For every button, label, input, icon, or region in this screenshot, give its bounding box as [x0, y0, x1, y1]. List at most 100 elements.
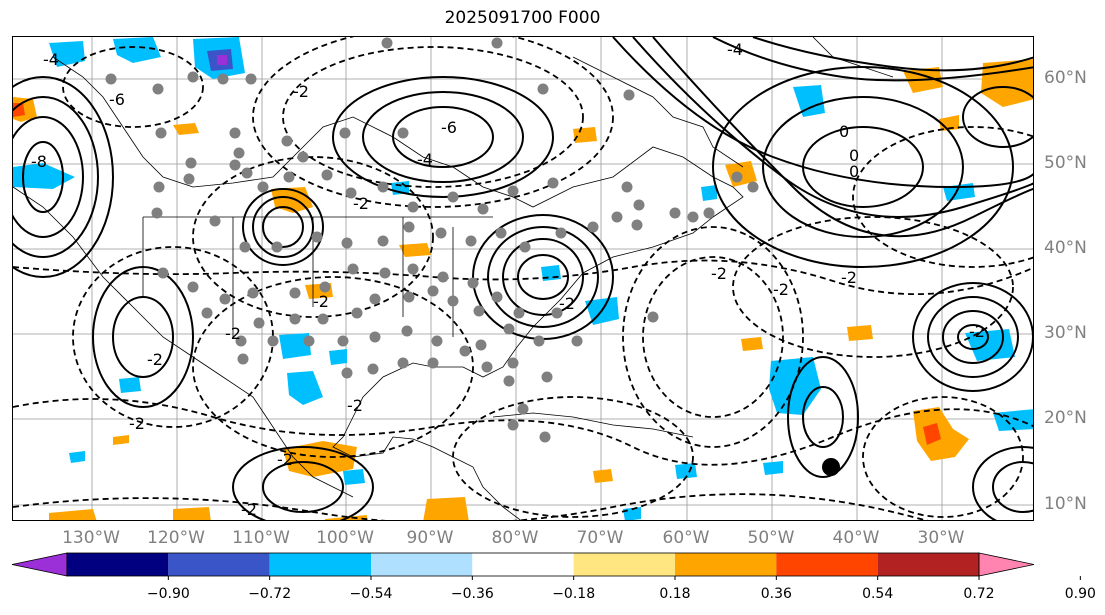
contour-label: 0: [839, 122, 849, 141]
colorbar-tick-label: 0.54: [862, 586, 894, 602]
colorbar-segment: [371, 553, 473, 576]
station-dot: [289, 287, 301, 299]
colorbar-segment: [877, 553, 979, 576]
map-canvas: -4-6-8-2-6-4-2-2-2-2-2-2-2-2-2-2 -2-2-200…: [13, 37, 1033, 520]
station-dot: [703, 207, 715, 219]
station-dot: [503, 323, 515, 335]
station-dot: [217, 73, 229, 85]
latitude-label: 50°N: [1044, 153, 1087, 173]
station-dot: [435, 227, 447, 239]
station-dot: [187, 281, 199, 293]
contour-label: -2: [347, 396, 363, 415]
contour-label: -2: [277, 450, 293, 469]
station-dot: [447, 191, 459, 203]
negative-patch: [119, 377, 141, 393]
station-dot: [403, 291, 415, 303]
map-title: 2025091700 F000: [444, 8, 601, 28]
contour-label: -2: [147, 350, 163, 369]
station-dot: [611, 211, 623, 223]
contour-label: -2: [313, 292, 329, 311]
negative-patch: [329, 349, 347, 365]
station-dot: [537, 83, 549, 95]
station-dot: [401, 325, 413, 337]
station-dot: [247, 287, 259, 299]
station-dot: [669, 207, 681, 219]
contour-label: 0: [849, 146, 859, 165]
latitude-label: 10°N: [1044, 494, 1087, 514]
station-dot: [289, 313, 301, 325]
colorbar-min-arrow: [11, 552, 68, 577]
station-dot: [303, 335, 315, 347]
contour-label: -2: [969, 322, 985, 341]
colorbar-tick-label: −0.72: [248, 586, 292, 602]
contour-label: -2: [773, 280, 789, 299]
negative-patch: [279, 333, 311, 359]
station-dot: [465, 235, 477, 247]
station-dot: [381, 37, 393, 49]
station-dot: [379, 267, 391, 279]
latitude-label: 60°N: [1044, 68, 1087, 88]
negative-patch: [113, 37, 161, 63]
station-dot: [281, 135, 293, 147]
station-dot: [731, 171, 743, 183]
contour-label: -2: [293, 82, 309, 101]
station-dot: [551, 307, 563, 319]
colorbar-outline: [66, 552, 980, 577]
station-dot: [245, 73, 257, 85]
station-dot: [233, 147, 245, 159]
station-dot: [437, 271, 449, 283]
latitude-label: 20°N: [1044, 408, 1087, 428]
longitude-label: 110°W: [232, 528, 290, 548]
station-dot: [241, 167, 253, 179]
colorbar-tick-label: −0.90: [146, 586, 190, 602]
station-dot: [219, 293, 231, 305]
colorbar-segments: [11, 552, 1081, 580]
colorbar-segment: [776, 553, 878, 576]
station-dot: [229, 159, 241, 171]
station-dot: [503, 375, 515, 387]
station-dot: [507, 419, 519, 431]
latitude-label: 40°N: [1044, 238, 1087, 258]
positive-patch: [741, 337, 763, 351]
colorbar-tick-label: 0.36: [760, 586, 792, 602]
contour-label: -2: [711, 264, 727, 283]
contour-label: -2: [225, 324, 241, 343]
negative-patch: [13, 163, 75, 189]
station-dot: [253, 317, 265, 329]
station-dot: [747, 181, 759, 193]
colorbar-segment: [472, 553, 574, 576]
station-dot: [367, 363, 379, 375]
station-dot: [475, 339, 487, 351]
station-dot: [491, 291, 503, 303]
station-dot: [473, 305, 485, 317]
station-dot: [157, 267, 169, 279]
contour-label: -8: [31, 152, 47, 171]
contour-label: -2: [129, 414, 145, 433]
negative-patch: [287, 371, 323, 405]
station-dot: [153, 181, 165, 193]
station-dot: [283, 171, 295, 183]
positive-patch: [113, 435, 129, 445]
colorbar-segment: [675, 553, 777, 576]
station-dot: [491, 37, 503, 49]
contour-label: -6: [109, 90, 125, 109]
contour-label: -4: [727, 40, 743, 59]
colorbar-tick-label: −0.54: [349, 586, 393, 602]
station-dot: [519, 241, 531, 253]
station-dot: [495, 227, 507, 239]
positive-patch: [923, 423, 941, 445]
station-dot: [407, 263, 419, 275]
longitude-label: 90°W: [406, 528, 454, 548]
colorbar-tick-label: 0.90: [1064, 586, 1096, 602]
positive-patch: [173, 123, 199, 135]
station-dot: [447, 295, 459, 307]
station-dot: [341, 367, 353, 379]
latitude-label: 30°N: [1044, 323, 1087, 343]
map-panel: -4 -6 -8 -2 -6 -4 -2 -2 -2 -2 -2 -2 -2 -2 -2 -2 -2 -2 -2 0 0…: [12, 36, 1034, 521]
station-dot: [477, 203, 489, 215]
station-dot: [321, 169, 333, 181]
station-dot: [311, 231, 323, 243]
station-dot: [235, 335, 247, 347]
station-dot: [431, 335, 443, 347]
station-dot: [507, 185, 519, 197]
